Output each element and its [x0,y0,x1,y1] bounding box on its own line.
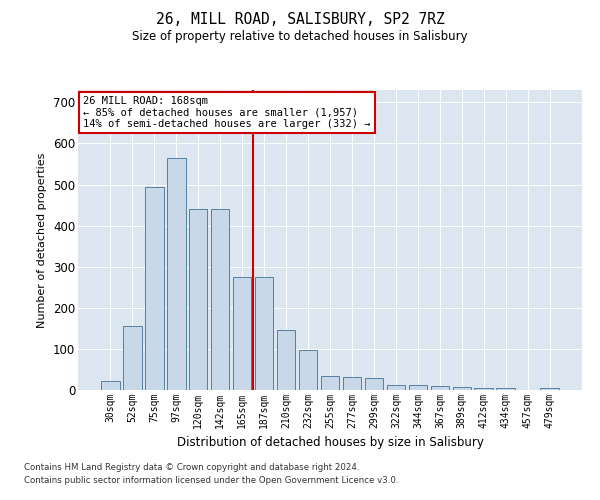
Text: Contains public sector information licensed under the Open Government Licence v3: Contains public sector information licen… [24,476,398,485]
Bar [541,388,559,390]
Text: 26, MILL ROAD, SALISBURY, SP2 7RZ: 26, MILL ROAD, SALISBURY, SP2 7RZ [155,12,445,28]
Bar [496,388,515,390]
Y-axis label: Number of detached properties: Number of detached properties [37,152,47,328]
Bar [233,277,251,390]
Bar [475,388,493,390]
Bar [365,378,383,390]
Bar [101,381,119,390]
Bar [189,209,208,390]
Bar [409,385,427,390]
Bar [299,350,317,390]
Bar [320,376,340,390]
Text: Contains HM Land Registry data © Crown copyright and database right 2024.: Contains HM Land Registry data © Crown c… [24,464,359,472]
Bar [211,209,229,390]
Bar [167,158,185,390]
Text: Size of property relative to detached houses in Salisbury: Size of property relative to detached ho… [132,30,468,43]
Bar [386,384,405,390]
Bar [277,330,295,390]
Bar [255,277,274,390]
Bar [145,188,164,390]
Text: 26 MILL ROAD: 168sqm
← 85% of detached houses are smaller (1,957)
14% of semi-de: 26 MILL ROAD: 168sqm ← 85% of detached h… [83,96,371,129]
Bar [431,386,449,390]
Bar [123,326,142,390]
Text: Distribution of detached houses by size in Salisbury: Distribution of detached houses by size … [176,436,484,449]
Bar [343,377,361,390]
Bar [452,386,471,390]
